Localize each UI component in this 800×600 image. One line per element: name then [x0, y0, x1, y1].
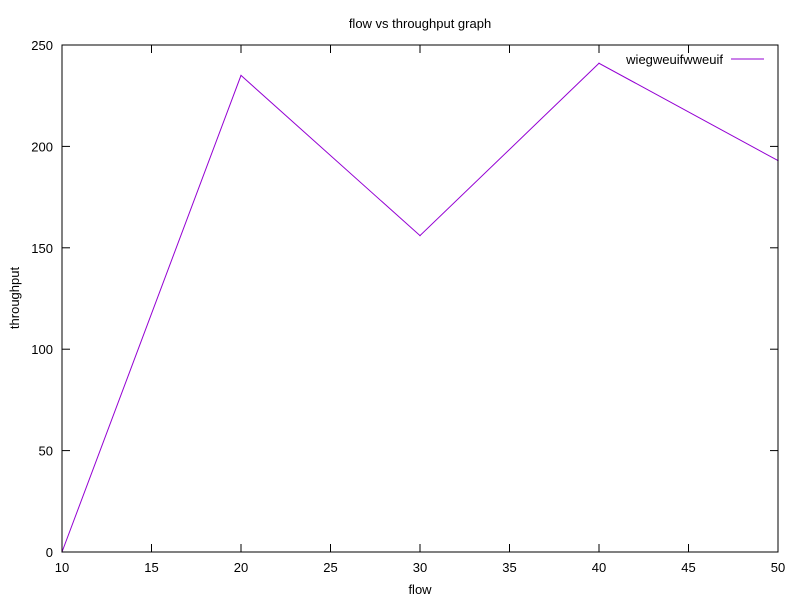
- y-axis-label: throughput: [7, 267, 22, 330]
- x-tick-label: 40: [592, 560, 606, 575]
- x-tick-label: 35: [502, 560, 516, 575]
- chart-title: flow vs throughput graph: [349, 16, 491, 31]
- y-tick-label: 250: [31, 38, 53, 53]
- y-tick-label: 200: [31, 139, 53, 154]
- y-tick-label: 0: [46, 545, 53, 560]
- data-point: [240, 74, 242, 77]
- x-tick-label: 15: [144, 560, 158, 575]
- legend: wiegweuifwweuif: [625, 52, 764, 67]
- y-tick-label: 150: [31, 241, 53, 256]
- x-tick-label: 30: [413, 560, 427, 575]
- y-axis-ticks: 0 50 100 150 200 250: [31, 38, 778, 560]
- data-point: [598, 62, 600, 64]
- plot-frame: [61, 44, 779, 553]
- data-point: [419, 235, 421, 237]
- y-tick-label: 100: [31, 342, 53, 357]
- legend-label: wiegweuifwweuif: [625, 52, 723, 67]
- x-tick-label: 20: [234, 560, 248, 575]
- x-tick-label: 25: [323, 560, 337, 575]
- x-tick-label: 45: [681, 560, 695, 575]
- x-tick-label: 10: [55, 560, 69, 575]
- x-axis-ticks: 10 15 20 25 30 35 40 45 50: [55, 45, 785, 575]
- y-tick-label: 50: [39, 444, 53, 459]
- x-tick-label: 50: [771, 560, 785, 575]
- x-axis-label: flow: [408, 582, 432, 597]
